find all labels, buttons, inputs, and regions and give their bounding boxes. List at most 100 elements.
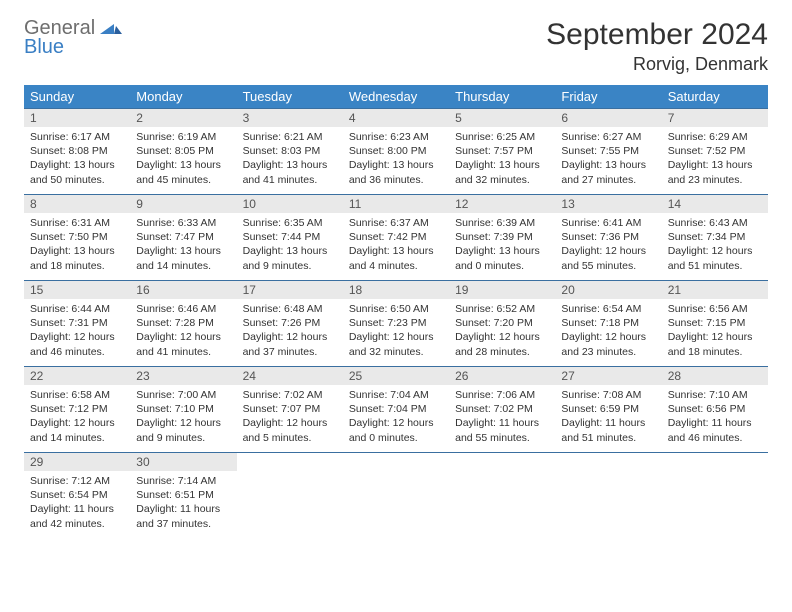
day-line-dl2: and 42 minutes.: [30, 517, 124, 531]
day-line-dl1: Daylight: 13 hours: [349, 244, 443, 258]
day-details: Sunrise: 6:31 AMSunset: 7:50 PMDaylight:…: [24, 213, 130, 279]
day-line-sr: Sunrise: 6:46 AM: [136, 302, 230, 316]
weekday-heading: Friday: [555, 85, 661, 109]
day-line-sr: Sunrise: 6:35 AM: [243, 216, 337, 230]
calendar-day-cell: 8Sunrise: 6:31 AMSunset: 7:50 PMDaylight…: [24, 195, 130, 281]
day-line-dl2: and 9 minutes.: [243, 259, 337, 273]
weekday-heading: Saturday: [662, 85, 768, 109]
day-details: Sunrise: 6:39 AMSunset: 7:39 PMDaylight:…: [449, 213, 555, 279]
day-line-ss: Sunset: 7:44 PM: [243, 230, 337, 244]
day-number: 25: [343, 367, 449, 385]
calendar-day-cell: 16Sunrise: 6:46 AMSunset: 7:28 PMDayligh…: [130, 281, 236, 367]
day-details: Sunrise: 6:27 AMSunset: 7:55 PMDaylight:…: [555, 127, 661, 193]
day-line-ss: Sunset: 7:18 PM: [561, 316, 655, 330]
calendar-day-cell: [555, 453, 661, 539]
day-number: 26: [449, 367, 555, 385]
weekday-heading: Thursday: [449, 85, 555, 109]
day-details: Sunrise: 6:56 AMSunset: 7:15 PMDaylight:…: [662, 299, 768, 365]
day-number: 4: [343, 109, 449, 127]
calendar-day-cell: 7 Sunrise: 6:29 AMSunset: 7:52 PMDaylight…: [662, 109, 768, 195]
day-line-ss: Sunset: 7:23 PM: [349, 316, 443, 330]
day-line-dl1: Daylight: 12 hours: [136, 330, 230, 344]
day-line-ss: Sunset: 7:20 PM: [455, 316, 549, 330]
day-line-dl2: and 36 minutes.: [349, 173, 443, 187]
day-details: Sunrise: 6:50 AMSunset: 7:23 PMDaylight:…: [343, 299, 449, 365]
day-line-sr: Sunrise: 6:39 AM: [455, 216, 549, 230]
day-line-dl2: and 23 minutes.: [668, 173, 762, 187]
day-line-dl1: Daylight: 13 hours: [30, 244, 124, 258]
day-number: 5: [449, 109, 555, 127]
calendar-day-cell: 28Sunrise: 7:10 AMSunset: 6:56 PMDayligh…: [662, 367, 768, 453]
day-number: 16: [130, 281, 236, 299]
day-line-sr: Sunrise: 6:19 AM: [136, 130, 230, 144]
day-line-sr: Sunrise: 6:44 AM: [30, 302, 124, 316]
day-line-dl2: and 46 minutes.: [30, 345, 124, 359]
weekday-heading: Tuesday: [237, 85, 343, 109]
day-line-dl1: Daylight: 12 hours: [349, 330, 443, 344]
day-line-ss: Sunset: 8:08 PM: [30, 144, 124, 158]
day-line-dl1: Daylight: 13 hours: [30, 158, 124, 172]
day-line-ss: Sunset: 7:07 PM: [243, 402, 337, 416]
day-line-dl1: Daylight: 11 hours: [668, 416, 762, 430]
location-label: Rorvig, Denmark: [546, 54, 768, 75]
day-line-dl1: Daylight: 12 hours: [136, 416, 230, 430]
day-details: Sunrise: 7:02 AMSunset: 7:07 PMDaylight:…: [237, 385, 343, 451]
day-line-dl2: and 32 minutes.: [455, 173, 549, 187]
day-number: 23: [130, 367, 236, 385]
day-line-ss: Sunset: 7:52 PM: [668, 144, 762, 158]
day-line-dl2: and 27 minutes.: [561, 173, 655, 187]
day-line-sr: Sunrise: 6:21 AM: [243, 130, 337, 144]
calendar-day-cell: 12Sunrise: 6:39 AMSunset: 7:39 PMDayligh…: [449, 195, 555, 281]
day-line-sr: Sunrise: 6:29 AM: [668, 130, 762, 144]
day-line-ss: Sunset: 7:02 PM: [455, 402, 549, 416]
day-line-dl2: and 51 minutes.: [561, 431, 655, 445]
calendar-table: Sunday Monday Tuesday Wednesday Thursday…: [24, 85, 768, 539]
day-details: Sunrise: 7:06 AMSunset: 7:02 PMDaylight:…: [449, 385, 555, 451]
logo-text-blue: Blue: [24, 37, 122, 57]
day-line-ss: Sunset: 7:34 PM: [668, 230, 762, 244]
day-line-ss: Sunset: 7:36 PM: [561, 230, 655, 244]
day-number: 29: [24, 453, 130, 471]
day-details: Sunrise: 6:25 AMSunset: 7:57 PMDaylight:…: [449, 127, 555, 193]
day-line-dl2: and 14 minutes.: [136, 259, 230, 273]
day-line-ss: Sunset: 7:42 PM: [349, 230, 443, 244]
day-number: 9: [130, 195, 236, 213]
day-number: 30: [130, 453, 236, 471]
day-number: 14: [662, 195, 768, 213]
day-details: Sunrise: 7:08 AMSunset: 6:59 PMDaylight:…: [555, 385, 661, 451]
calendar-day-cell: 26Sunrise: 7:06 AMSunset: 7:02 PMDayligh…: [449, 367, 555, 453]
day-line-sr: Sunrise: 6:33 AM: [136, 216, 230, 230]
day-line-ss: Sunset: 6:59 PM: [561, 402, 655, 416]
day-line-dl1: Daylight: 13 hours: [455, 158, 549, 172]
day-details: Sunrise: 7:12 AMSunset: 6:54 PMDaylight:…: [24, 471, 130, 537]
calendar-day-cell: 15Sunrise: 6:44 AMSunset: 7:31 PMDayligh…: [24, 281, 130, 367]
day-line-sr: Sunrise: 7:00 AM: [136, 388, 230, 402]
logo-mark-icon: [100, 18, 122, 39]
day-line-dl1: Daylight: 13 hours: [668, 158, 762, 172]
calendar-day-cell: 23Sunrise: 7:00 AMSunset: 7:10 PMDayligh…: [130, 367, 236, 453]
day-line-ss: Sunset: 8:03 PM: [243, 144, 337, 158]
day-line-sr: Sunrise: 6:50 AM: [349, 302, 443, 316]
calendar-day-cell: [237, 453, 343, 539]
day-details: Sunrise: 6:33 AMSunset: 7:47 PMDaylight:…: [130, 213, 236, 279]
day-details: Sunrise: 6:21 AMSunset: 8:03 PMDaylight:…: [237, 127, 343, 193]
page-header: General Blue September 2024 Rorvig, Denm…: [24, 18, 768, 75]
day-line-dl2: and 41 minutes.: [136, 345, 230, 359]
day-details: Sunrise: 7:00 AMSunset: 7:10 PMDaylight:…: [130, 385, 236, 451]
day-line-dl2: and 50 minutes.: [30, 173, 124, 187]
calendar-week-row: 22Sunrise: 6:58 AMSunset: 7:12 PMDayligh…: [24, 367, 768, 453]
calendar-day-cell: 27Sunrise: 7:08 AMSunset: 6:59 PMDayligh…: [555, 367, 661, 453]
day-line-sr: Sunrise: 6:23 AM: [349, 130, 443, 144]
day-line-dl1: Daylight: 12 hours: [349, 416, 443, 430]
calendar-page: General Blue September 2024 Rorvig, Denm…: [0, 0, 792, 557]
day-line-ss: Sunset: 7:10 PM: [136, 402, 230, 416]
day-line-sr: Sunrise: 6:56 AM: [668, 302, 762, 316]
day-line-dl1: Daylight: 12 hours: [561, 330, 655, 344]
day-number: 6: [555, 109, 661, 127]
day-line-ss: Sunset: 7:26 PM: [243, 316, 337, 330]
day-line-dl1: Daylight: 11 hours: [561, 416, 655, 430]
day-line-ss: Sunset: 7:31 PM: [30, 316, 124, 330]
day-number: 7: [662, 109, 768, 127]
logo: General Blue: [24, 18, 122, 57]
calendar-day-cell: 21Sunrise: 6:56 AMSunset: 7:15 PMDayligh…: [662, 281, 768, 367]
